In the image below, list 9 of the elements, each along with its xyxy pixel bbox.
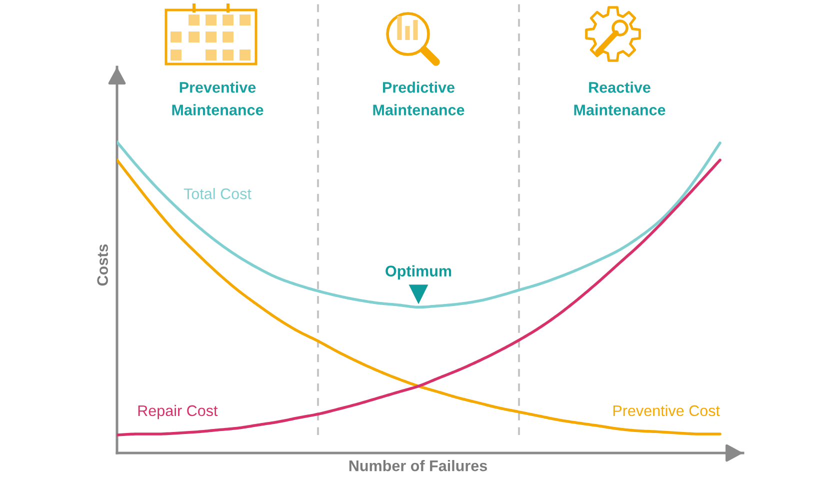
series-label: Preventive Cost: [613, 404, 720, 416]
series-label: Optimum: [386, 265, 452, 280]
text: Predictive Maintenance: [373, 82, 464, 116]
text: Reactive Maintenance: [574, 82, 666, 116]
x-axis-title: Number of Failures: [349, 460, 487, 472]
text: Preventive Maintenance: [172, 82, 264, 116]
series-label: Total Cost: [184, 188, 252, 200]
y-axis-title: Costs: [97, 244, 108, 286]
series-label: Repair Cost: [138, 404, 218, 420]
